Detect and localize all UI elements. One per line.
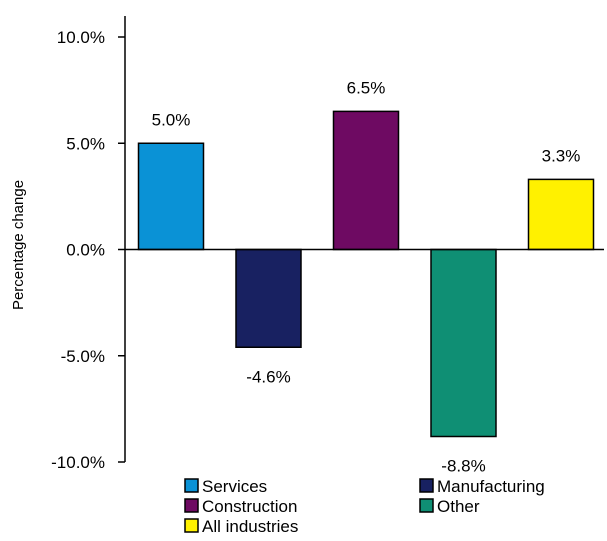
legend-label: All industries — [202, 517, 298, 536]
legend-label: Other — [437, 497, 480, 516]
bar-all-industries — [527, 178, 595, 251]
legend-label: Construction — [202, 497, 297, 516]
data-label: -8.8% — [441, 457, 485, 476]
y-tick-label: -5.0% — [61, 347, 105, 366]
data-label: -4.6% — [246, 367, 290, 386]
legend: Services Manufacturing Construction Other Al… — [184, 477, 545, 536]
bar-manufacturing — [235, 248, 302, 348]
y-axis: 10.0% 5.0% 0.0% -5.0% -10.0% — [51, 16, 126, 472]
legend-swatch — [184, 498, 199, 513]
bar-construction — [332, 110, 400, 251]
data-label: 3.3% — [542, 146, 581, 165]
bar-other — [430, 248, 497, 438]
y-tick-label: 10.0% — [57, 28, 105, 47]
legend-swatch — [419, 498, 434, 513]
legend-label: Services — [202, 477, 267, 496]
bars — [137, 110, 595, 438]
data-label: 6.5% — [347, 78, 386, 97]
y-tick-label: 5.0% — [66, 134, 105, 153]
y-tick-label: 0.0% — [66, 241, 105, 260]
bar-services — [137, 142, 205, 251]
data-labels: 5.0% -4.6% 6.5% -8.8% 3.3% — [152, 78, 581, 475]
legend-swatch — [184, 518, 199, 533]
data-label: 5.0% — [152, 110, 191, 129]
y-axis-title: Percentage change — [10, 180, 27, 310]
legend-swatch — [419, 478, 434, 493]
legend-swatch — [184, 478, 199, 493]
y-tick-label: -10.0% — [51, 453, 105, 472]
legend-label: Manufacturing — [437, 477, 545, 496]
